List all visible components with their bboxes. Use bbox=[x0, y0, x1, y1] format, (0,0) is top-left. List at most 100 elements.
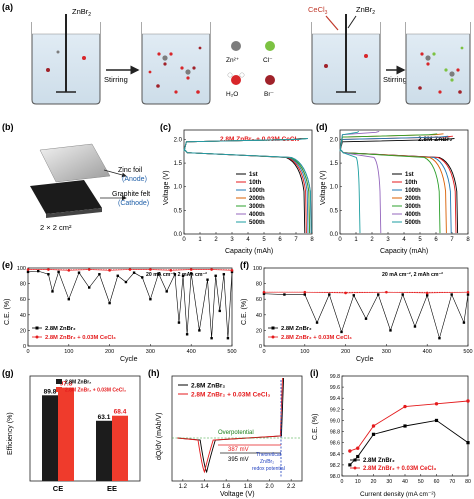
x-tick-label: 200 bbox=[105, 349, 114, 355]
anode-label: (Anode) bbox=[122, 176, 147, 183]
x-tick-label: 5 bbox=[262, 237, 266, 243]
solvated-clusters bbox=[148, 46, 202, 94]
legend-label-100th: 100th bbox=[249, 188, 265, 194]
legend-marker bbox=[353, 458, 357, 462]
legend-label-100th: 100th bbox=[405, 188, 421, 194]
stirring-arrow-1: Stirring bbox=[104, 65, 140, 84]
y-tick-label: 99.2 bbox=[330, 407, 340, 413]
x-tick-label: 2 bbox=[370, 237, 374, 243]
discharge-curve-10th bbox=[183, 148, 307, 234]
x-tick-label: 3 bbox=[386, 237, 390, 243]
legend-label-500th: 500th bbox=[405, 220, 421, 226]
ce-point bbox=[88, 286, 91, 289]
ce-point bbox=[210, 337, 213, 340]
bar-value-label: 89.8 bbox=[44, 388, 57, 395]
ce-rate-point bbox=[403, 404, 407, 409]
ce-rate-point bbox=[466, 399, 470, 403]
ce-point bbox=[222, 273, 226, 276]
charge-curve-500th bbox=[183, 138, 308, 152]
ce-point bbox=[77, 271, 81, 274]
y-tick-label: 80 bbox=[256, 282, 262, 288]
discharge-curve-200th bbox=[339, 148, 447, 234]
stirring-label-2: Stirring bbox=[383, 75, 407, 84]
legend-label-300th: 300th bbox=[405, 204, 421, 210]
panel-h: (h) Voltage (V) dQ/dV (mAh/V) 1.2 1.4 1.6 1… bbox=[148, 368, 303, 498]
y-tick-label: 100 bbox=[17, 266, 26, 272]
curves-c bbox=[183, 138, 312, 234]
ce-point bbox=[377, 293, 380, 296]
graphite-felt-label: Graphite felt bbox=[112, 191, 150, 198]
beaker-2 bbox=[141, 22, 211, 105]
legend-label-1st: 1st bbox=[249, 172, 258, 178]
x-tick-label: 500 bbox=[463, 349, 472, 355]
y-tick-label: 98.2 bbox=[330, 463, 340, 469]
ce-point bbox=[214, 274, 217, 277]
legend-label-400th: 400th bbox=[405, 212, 421, 218]
x-tick-label: 5 bbox=[418, 237, 422, 243]
bar-value-label: 68.4 bbox=[114, 409, 127, 416]
ce-point bbox=[352, 294, 355, 297]
plot-frame-e bbox=[27, 267, 233, 347]
panel-b: (b) Zinc foil (Anode) Graphite felt (Cat… bbox=[2, 122, 150, 232]
y-tick-label: 40 bbox=[20, 313, 26, 319]
legend-c: 1st 10th 100th 200th 300th 400th 500th bbox=[236, 172, 265, 226]
theoretical-label-3: redox potential bbox=[252, 466, 285, 472]
x-tick-label: 8 bbox=[310, 237, 314, 243]
x-tick-label: 2.2 bbox=[287, 484, 296, 490]
plot-frame-c bbox=[183, 129, 313, 235]
x-tick-label: 4 bbox=[402, 237, 406, 243]
dqdv-curve-0 bbox=[177, 377, 285, 474]
ce-point bbox=[230, 270, 234, 274]
xlabel-e: Cycle bbox=[120, 356, 138, 363]
bar-znbr2-CE bbox=[42, 395, 58, 481]
x-tick-label: 200 bbox=[341, 349, 350, 355]
ce-rate-point bbox=[403, 424, 407, 428]
ce-point bbox=[450, 293, 453, 296]
legend-label: 2.8M ZnBr₂ bbox=[65, 380, 91, 386]
ylabel-c: Voltage (V) bbox=[163, 170, 170, 205]
ce-rate-point bbox=[356, 454, 360, 459]
beaker-3-znbr2-label: ZnBr2 bbox=[356, 5, 375, 16]
ce-point bbox=[108, 301, 111, 305]
legend-label-200th: 200th bbox=[405, 196, 421, 202]
discharge-curve-100th bbox=[183, 148, 309, 234]
ylabel-d: Voltage (V) bbox=[320, 170, 327, 205]
y-tick-label: 2.0 bbox=[174, 137, 183, 143]
svg-text:Br⁻: Br⁻ bbox=[264, 91, 275, 98]
ylabel-g: Efficiency (%) bbox=[7, 412, 14, 455]
ce-point bbox=[37, 269, 40, 273]
ce-point bbox=[466, 293, 470, 296]
discharge-curve-1st bbox=[339, 148, 459, 234]
y-tick-label: 1.0 bbox=[174, 185, 183, 191]
legend-h: 2.8M ZnBr₂ 2.8M ZnBr₂ + 0.03M CeCl₃ bbox=[178, 383, 270, 399]
y-tick-label: 0.5 bbox=[174, 208, 183, 214]
x-tick-label: 100 bbox=[64, 349, 73, 355]
x-tick-label: 1 bbox=[354, 237, 358, 243]
x-tick-label: 6 bbox=[278, 237, 282, 243]
legend-label-300th: 300th bbox=[249, 204, 265, 210]
annotation-f: 20 mA cm⁻², 2 mAh cm⁻² bbox=[382, 272, 443, 278]
discharge-curve-300th bbox=[339, 148, 441, 234]
ce-point bbox=[462, 321, 466, 324]
y-tick-label: 40 bbox=[256, 313, 262, 319]
x-tick-label: 0 bbox=[182, 237, 186, 243]
x-tick-label: 40 bbox=[402, 479, 408, 485]
ce-rate-line-1 bbox=[349, 400, 469, 452]
ce-point bbox=[132, 271, 136, 274]
beaker-4 bbox=[405, 22, 471, 105]
panel-letter-i: (i) bbox=[310, 368, 319, 378]
xlabel-h: Voltage (V) bbox=[220, 491, 255, 498]
ce-point bbox=[389, 329, 392, 332]
ticks-h: 1.2 1.4 1.6 1.8 2.0 2.2 bbox=[179, 479, 296, 490]
graphite-felt bbox=[30, 180, 102, 214]
x-tick-label: 400 bbox=[423, 349, 432, 355]
ticks-e: 0 100 200 300 400 500 0 20 40 60 80 100 bbox=[17, 266, 237, 355]
ce-rate-point bbox=[434, 402, 439, 406]
legend-label: 2.8M ZnBr₂ + 0.03M CeCl₃ bbox=[363, 466, 437, 472]
x-tick-label: 3 bbox=[230, 237, 234, 243]
legend-label-10th: 10th bbox=[405, 180, 418, 186]
panel-d: (d) 2.8M ZnBr₂ Capacity (mAh) Voltage (V… bbox=[316, 122, 470, 255]
svg-text:H₂O: H₂O bbox=[226, 91, 238, 98]
y-tick-label: 60 bbox=[20, 297, 26, 303]
